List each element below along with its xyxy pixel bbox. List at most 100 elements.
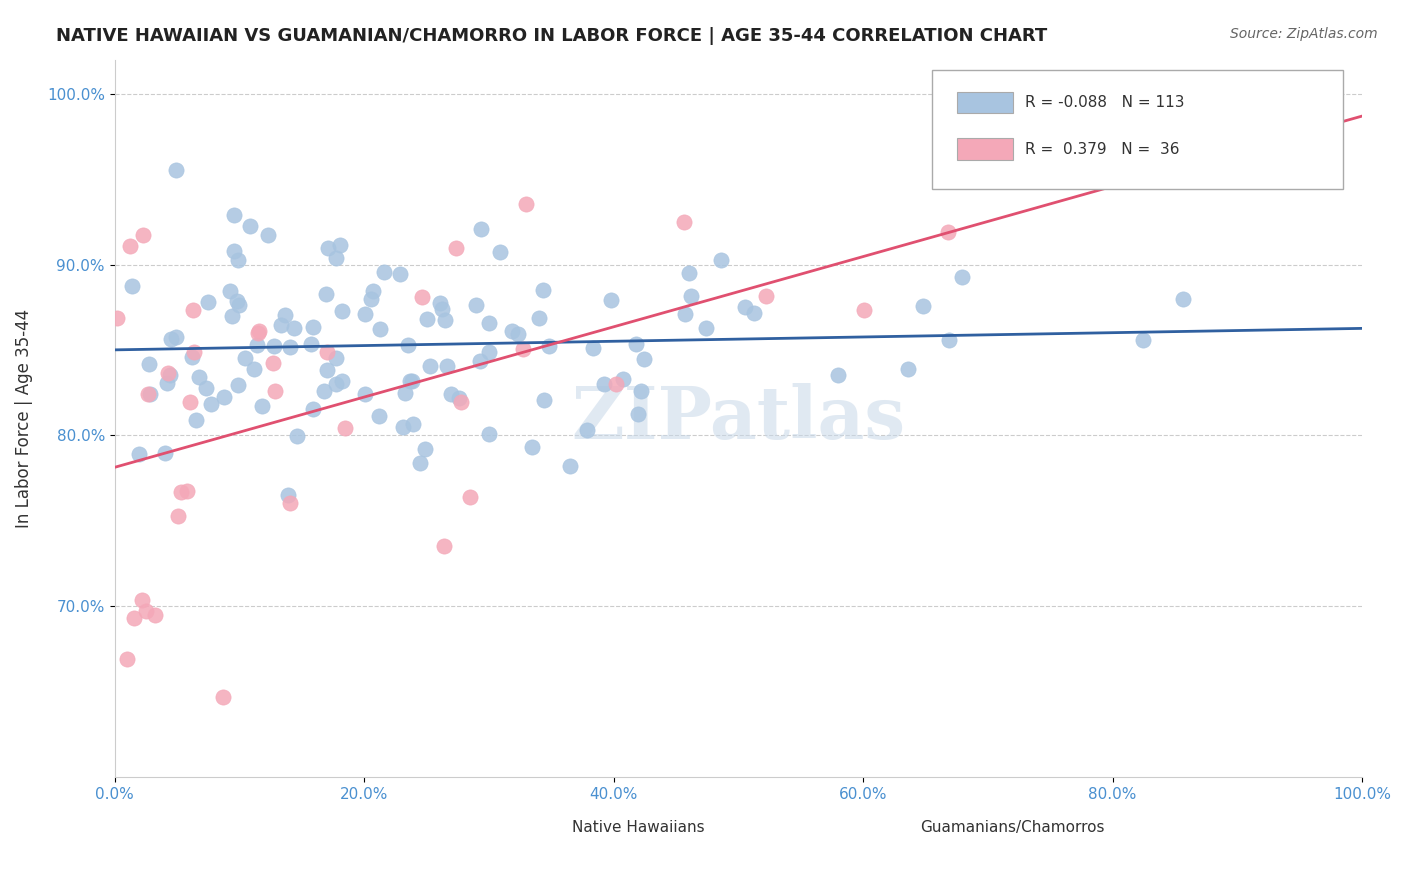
Point <box>512 343 534 357</box>
Point <box>325 351 347 365</box>
Point <box>419 359 441 373</box>
Point <box>444 241 467 255</box>
Point <box>330 374 353 388</box>
Point <box>627 407 650 421</box>
Point <box>134 604 156 618</box>
Point <box>624 337 647 351</box>
Point <box>434 313 457 327</box>
Point <box>302 401 325 416</box>
Point <box>361 285 384 299</box>
Point <box>734 300 756 314</box>
Point <box>478 345 501 359</box>
Point <box>433 539 456 553</box>
Text: NATIVE HAWAIIAN VS GUAMANIAN/CHAMORRO IN LABOR FORCE | AGE 35-44 CORRELATION CHA: NATIVE HAWAIIAN VS GUAMANIAN/CHAMORRO IN… <box>56 27 1047 45</box>
Point <box>156 376 179 390</box>
Point <box>368 322 391 336</box>
Point <box>165 163 187 178</box>
Point <box>264 384 287 399</box>
Point <box>200 397 222 411</box>
Point <box>243 362 266 376</box>
Point <box>233 351 256 365</box>
Point <box>360 292 382 306</box>
Point <box>368 409 391 423</box>
Point <box>283 321 305 335</box>
Point <box>449 391 471 405</box>
Point <box>478 316 501 330</box>
Point <box>226 252 249 267</box>
Point <box>938 333 960 347</box>
Point <box>599 293 621 307</box>
Point <box>285 428 308 442</box>
Point <box>250 399 273 413</box>
Point <box>197 295 219 310</box>
Point <box>181 302 204 317</box>
Point <box>416 312 439 326</box>
Point <box>538 339 561 353</box>
Point <box>183 345 205 359</box>
Point <box>399 374 422 388</box>
Point <box>501 324 523 338</box>
Point <box>221 310 243 324</box>
Point <box>755 289 778 303</box>
Point <box>411 290 433 304</box>
Point <box>633 352 655 367</box>
Text: ZIPatlas: ZIPatlas <box>571 383 905 454</box>
Point <box>131 593 153 607</box>
Point <box>678 266 700 280</box>
Point <box>122 611 145 625</box>
Point <box>176 484 198 499</box>
Point <box>478 426 501 441</box>
Point <box>115 651 138 665</box>
Point <box>1171 292 1194 306</box>
Point <box>247 326 270 340</box>
Point <box>695 321 717 335</box>
Point <box>263 339 285 353</box>
Point <box>440 386 463 401</box>
Point <box>394 386 416 401</box>
Point <box>132 228 155 243</box>
Point <box>353 307 375 321</box>
Point <box>179 395 201 409</box>
Point <box>184 413 207 427</box>
Point <box>262 356 284 370</box>
Point <box>121 279 143 293</box>
Point <box>278 340 301 354</box>
Point <box>128 447 150 461</box>
Point <box>316 345 339 359</box>
Point <box>401 375 423 389</box>
Point <box>673 215 696 229</box>
Point <box>228 298 250 312</box>
Point <box>436 359 458 373</box>
Point <box>218 284 240 298</box>
Point <box>527 311 550 326</box>
Point <box>211 690 233 704</box>
Text: Guamanians/Chamorros: Guamanians/Chamorros <box>921 820 1105 835</box>
Point <box>353 386 375 401</box>
Point <box>391 420 413 434</box>
Point <box>153 446 176 460</box>
Text: Source: ZipAtlas.com: Source: ZipAtlas.com <box>1230 27 1378 41</box>
Point <box>166 508 188 523</box>
Point <box>533 392 555 407</box>
Point <box>194 381 217 395</box>
Point <box>139 386 162 401</box>
Text: R =  0.379   N =  36: R = 0.379 N = 36 <box>1025 142 1180 157</box>
Point <box>312 384 335 399</box>
FancyBboxPatch shape <box>502 820 538 838</box>
Point <box>325 251 347 265</box>
Point <box>315 363 337 377</box>
Point <box>224 209 246 223</box>
Point <box>316 241 339 255</box>
Point <box>325 377 347 392</box>
Point <box>333 421 356 435</box>
Point <box>430 301 453 316</box>
FancyBboxPatch shape <box>932 70 1343 189</box>
Text: R = -0.088   N = 113: R = -0.088 N = 113 <box>1025 95 1185 110</box>
Point <box>450 395 472 409</box>
Point <box>105 311 128 326</box>
Point <box>592 376 614 391</box>
Point <box>415 442 437 456</box>
Point <box>458 490 481 504</box>
Point <box>278 495 301 509</box>
Point <box>226 377 249 392</box>
